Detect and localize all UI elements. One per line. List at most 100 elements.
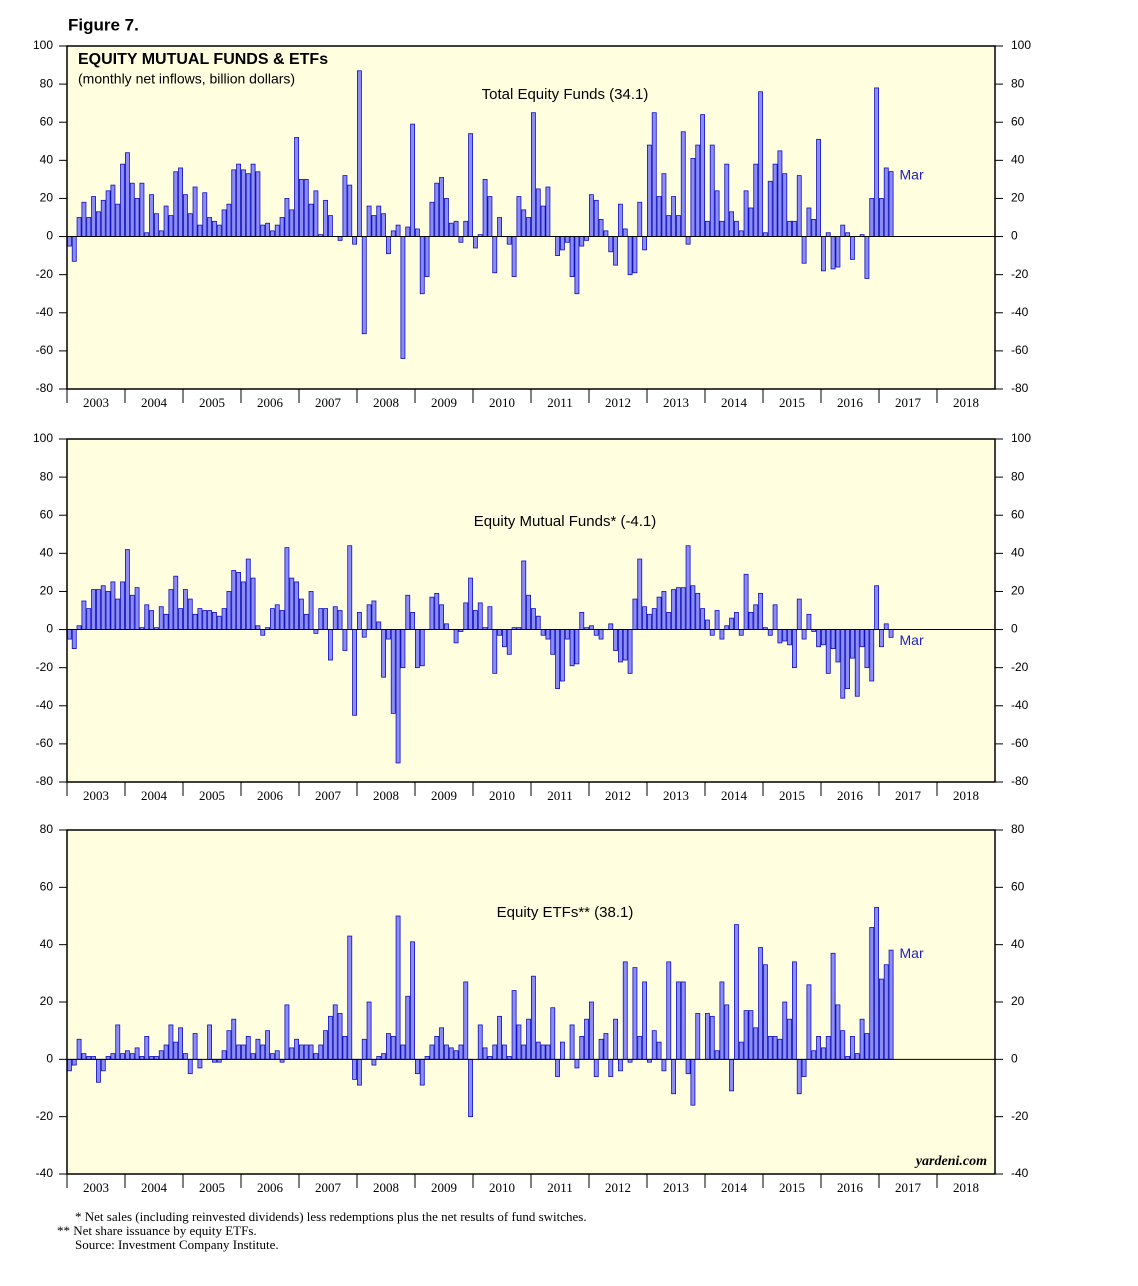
bar bbox=[777, 629, 783, 644]
y-tick-label: -80 bbox=[36, 381, 54, 395]
bar bbox=[477, 1024, 483, 1060]
bar bbox=[762, 964, 768, 1060]
bar bbox=[506, 629, 512, 655]
bar bbox=[714, 1050, 720, 1060]
bar bbox=[124, 152, 130, 237]
bar bbox=[564, 236, 570, 243]
bar bbox=[555, 629, 561, 690]
bar bbox=[347, 184, 353, 237]
x-tick-label: 2010 bbox=[489, 395, 515, 410]
bar bbox=[622, 961, 628, 1060]
bar bbox=[869, 198, 875, 237]
bar bbox=[463, 602, 469, 630]
bar bbox=[439, 177, 445, 237]
x-tick-label: 2016 bbox=[837, 788, 864, 803]
bar bbox=[443, 623, 449, 630]
bar bbox=[690, 158, 696, 237]
bar bbox=[729, 617, 735, 630]
bar bbox=[540, 629, 546, 636]
bar bbox=[71, 629, 77, 650]
bar bbox=[327, 629, 333, 661]
bar bbox=[347, 545, 353, 630]
bar bbox=[265, 1030, 271, 1060]
bar bbox=[632, 236, 638, 274]
x-tick-label: 2009 bbox=[431, 788, 457, 803]
bar bbox=[173, 171, 179, 237]
bar bbox=[579, 612, 585, 630]
figure-label: Figure 7. bbox=[68, 15, 139, 34]
bar bbox=[414, 228, 420, 237]
bar bbox=[294, 137, 300, 237]
y-tick-label: 80 bbox=[1011, 469, 1025, 483]
bar bbox=[613, 236, 619, 266]
x-tick-label: 2007 bbox=[315, 1180, 342, 1195]
bar bbox=[753, 1027, 759, 1060]
bar bbox=[849, 629, 855, 659]
x-tick-label: 2017 bbox=[895, 395, 922, 410]
bar bbox=[110, 1053, 116, 1060]
bar bbox=[439, 1027, 445, 1060]
bar bbox=[245, 1036, 251, 1060]
bar bbox=[492, 236, 498, 274]
y-tick-label: 40 bbox=[40, 153, 54, 167]
x-tick-label: 2018 bbox=[953, 788, 979, 803]
bar bbox=[791, 629, 797, 669]
bar bbox=[530, 112, 536, 237]
x-tick-label: 2009 bbox=[431, 1180, 457, 1195]
y-tick-label: 80 bbox=[40, 76, 54, 90]
bar bbox=[748, 612, 754, 630]
bar bbox=[173, 1041, 179, 1060]
x-tick-label: 2008 bbox=[373, 395, 399, 410]
y-tick-label: 20 bbox=[1011, 584, 1025, 598]
y-tick-label: -80 bbox=[1011, 774, 1029, 788]
bar bbox=[371, 600, 377, 630]
bar bbox=[419, 236, 425, 295]
bar bbox=[313, 1053, 319, 1060]
bar bbox=[878, 198, 884, 237]
bar bbox=[163, 1044, 169, 1060]
bar bbox=[530, 975, 536, 1060]
bar bbox=[709, 629, 715, 636]
bar bbox=[825, 232, 831, 237]
bar bbox=[733, 924, 739, 1060]
bar bbox=[849, 1036, 855, 1060]
y-tick-label: 80 bbox=[1011, 76, 1025, 90]
bar bbox=[579, 1036, 585, 1060]
bar bbox=[410, 612, 416, 630]
x-tick-label: 2005 bbox=[199, 788, 225, 803]
y-tick-label: 60 bbox=[40, 114, 54, 128]
bar bbox=[458, 236, 464, 243]
y-tick-label: -40 bbox=[36, 305, 54, 319]
bar bbox=[226, 591, 232, 630]
bar bbox=[182, 589, 188, 630]
bar bbox=[240, 1044, 246, 1060]
x-tick-label: 2015 bbox=[779, 788, 805, 803]
bar bbox=[424, 236, 430, 277]
bar bbox=[511, 990, 517, 1060]
bar bbox=[265, 222, 271, 237]
bar bbox=[366, 205, 372, 237]
bar bbox=[197, 608, 203, 630]
x-tick-label: 2004 bbox=[141, 1180, 168, 1195]
y-tick-label: 100 bbox=[33, 38, 53, 52]
bar bbox=[685, 236, 691, 245]
x-tick-label: 2015 bbox=[779, 395, 805, 410]
x-tick-label: 2016 bbox=[837, 395, 864, 410]
bar bbox=[279, 217, 285, 237]
x-tick-label: 2005 bbox=[199, 1180, 225, 1195]
bar bbox=[207, 217, 213, 237]
bar bbox=[414, 629, 420, 669]
bar bbox=[434, 1036, 440, 1060]
bar bbox=[178, 1027, 184, 1060]
bar bbox=[598, 1038, 604, 1060]
bar bbox=[81, 1053, 87, 1060]
bar bbox=[874, 585, 880, 630]
bar bbox=[158, 230, 164, 237]
bar bbox=[637, 1036, 643, 1060]
bar bbox=[830, 629, 836, 650]
bar bbox=[110, 184, 116, 237]
bar bbox=[704, 220, 710, 237]
annotation: Mar bbox=[900, 632, 924, 648]
y-tick-label: -40 bbox=[1011, 698, 1029, 712]
